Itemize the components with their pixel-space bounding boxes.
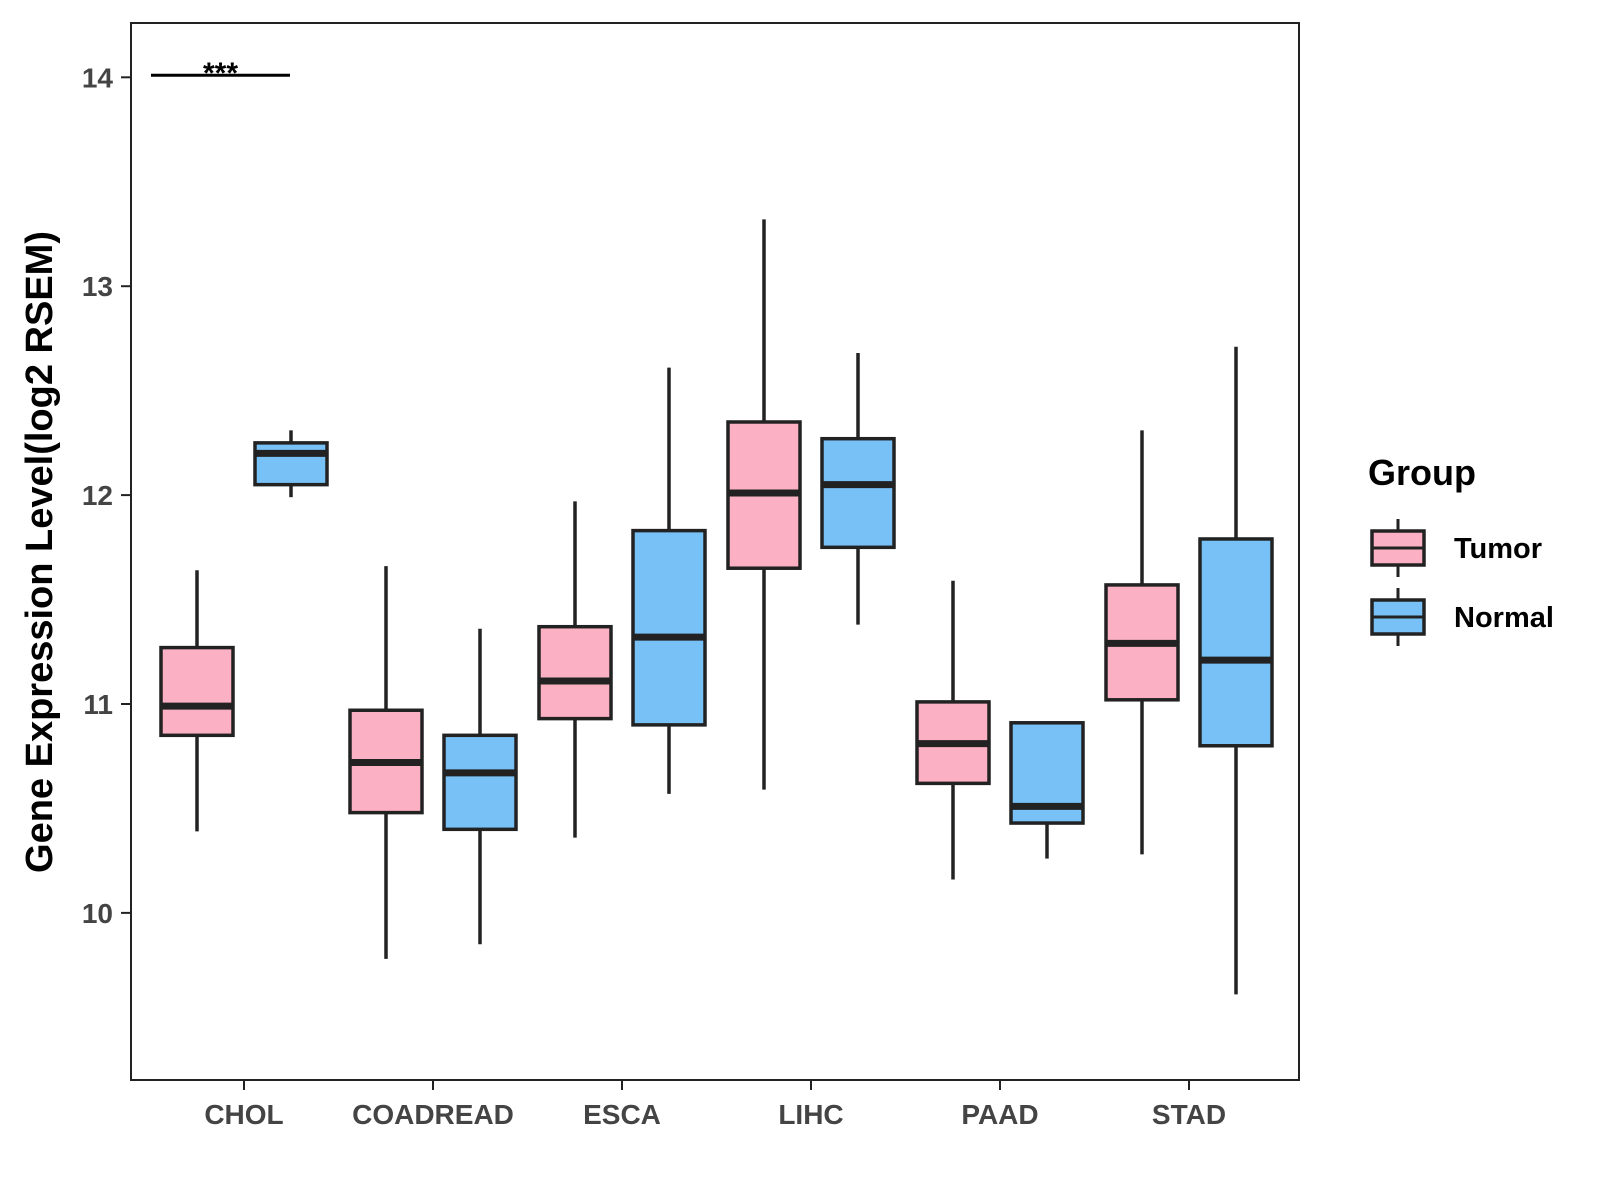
box-tumor-lihc (726, 219, 802, 790)
box-normal-stad (1198, 346, 1274, 995)
box-iqr (820, 436, 896, 550)
y-tick-label: 13 (82, 271, 113, 302)
box-normal-coadread (442, 628, 518, 945)
y-axis: 10 11 12 13 14 (82, 62, 131, 929)
x-tick-label: LIHC (778, 1099, 843, 1130)
x-axis: CHOL COADREAD ESCA LIHC PAAD STAD (204, 1080, 1226, 1130)
x-tick-label: PAAD (961, 1099, 1038, 1130)
y-tick-label: 11 (83, 689, 113, 720)
box-tumor-paad (915, 580, 991, 880)
y-tick-label: 12 (82, 480, 113, 511)
significance-annotations: *** (151, 57, 290, 90)
legend-entry-tumor: Tumor (1370, 519, 1542, 577)
box-normal-lihc (820, 353, 896, 625)
legend-title: Group (1368, 452, 1476, 493)
box-normal-paad (1009, 721, 1085, 859)
plot-panel (130, 22, 1300, 1081)
legend-entry-normal: Normal (1370, 588, 1554, 646)
box-iqr (1198, 537, 1274, 748)
box-iqr (631, 528, 707, 727)
legend: Group Tumor Normal (1368, 452, 1554, 646)
box-series (159, 219, 1274, 995)
x-tick-label: ESCA (583, 1099, 661, 1130)
significance-stars: *** (203, 57, 238, 90)
box-iqr (253, 441, 329, 487)
box-iqr (442, 733, 518, 832)
box-normal-esca (631, 367, 707, 794)
y-tick-label: 14 (82, 62, 114, 93)
legend-label: Tumor (1454, 533, 1542, 565)
box-tumor-chol (159, 570, 235, 832)
box-tumor-esca (537, 501, 613, 838)
box-tumor-coadread (348, 566, 424, 959)
x-tick-label: STAD (1152, 1099, 1226, 1130)
box-tumor-stad (1104, 430, 1180, 855)
x-tick-label: COADREAD (352, 1099, 514, 1130)
legend-label: Normal (1454, 602, 1554, 634)
box-iqr (159, 645, 235, 738)
box-normal-chol (253, 430, 329, 498)
x-tick-label: CHOL (204, 1099, 283, 1130)
y-axis-title: Gene Expression Level(log2 RSEM) (19, 231, 61, 873)
y-tick-label: 10 (82, 898, 113, 929)
box-iqr (537, 624, 613, 721)
